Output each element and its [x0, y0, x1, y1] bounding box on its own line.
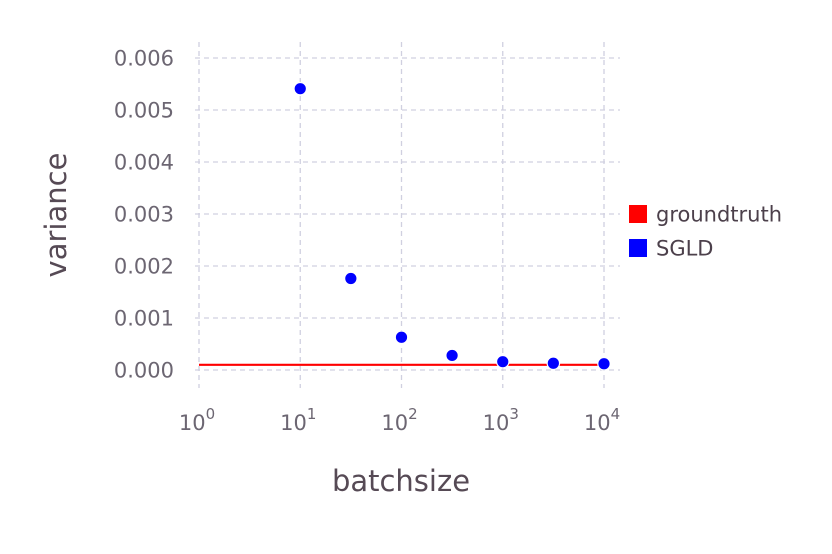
sgld-point — [597, 356, 611, 371]
x-tick-label: 102 — [381, 405, 417, 435]
x-axis-ticks: 100 101 102 103 104 — [179, 405, 620, 435]
y-tick-label: 0.001 — [114, 307, 174, 331]
y-tick-label: 0.005 — [114, 99, 174, 123]
sgld-point — [394, 330, 409, 345]
y-tick-label: 0.006 — [114, 47, 174, 71]
legend-swatch — [629, 239, 647, 257]
y-tick-label: 0.004 — [114, 151, 174, 175]
legend-label: groundtruth — [656, 203, 782, 227]
y-tick-label: 0.002 — [114, 255, 174, 279]
legend-swatch — [629, 205, 647, 223]
y-tick-label: 0.000 — [114, 359, 174, 383]
y-axis-ticks: 0.000 0.001 0.002 0.003 0.004 0.005 0.006 — [114, 47, 174, 383]
legend: groundtruth SGLD — [629, 203, 782, 261]
x-tick-label: 103 — [483, 405, 519, 435]
sgld-point — [495, 354, 510, 369]
x-axis-title: batchsize — [332, 464, 470, 498]
sgld-point — [293, 81, 308, 96]
x-tick-label: 101 — [280, 405, 316, 435]
plot-area — [199, 81, 611, 371]
grid — [195, 42, 620, 388]
legend-label: SGLD — [656, 237, 713, 261]
sgld-point — [344, 271, 358, 286]
x-tick-label: 100 — [179, 405, 215, 435]
y-axis-title: variance — [39, 153, 73, 278]
x-tick-label: 104 — [584, 405, 620, 435]
sgld-point — [445, 348, 459, 363]
y-tick-label: 0.003 — [114, 203, 174, 227]
sgld-point — [546, 356, 561, 371]
